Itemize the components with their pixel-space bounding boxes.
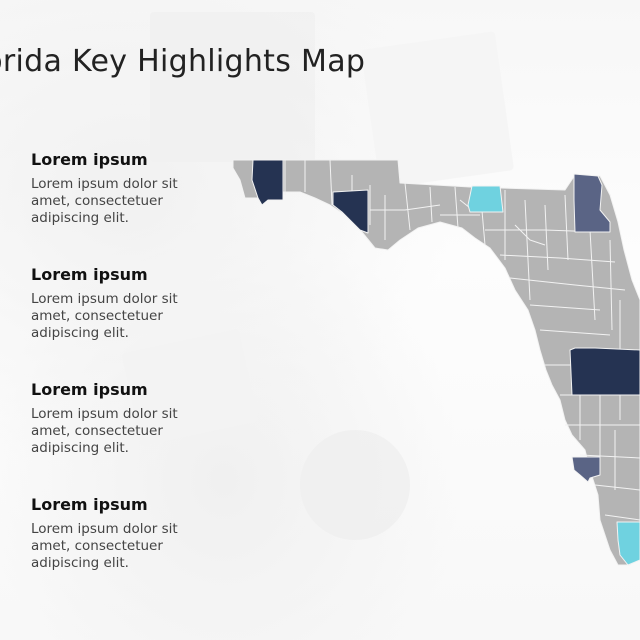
background-laptop-shape xyxy=(150,12,315,162)
florida-state-base xyxy=(232,159,640,566)
florida-map xyxy=(232,159,640,566)
county-highlight-navy-3 xyxy=(569,347,640,396)
highlight-item-2: Lorem ipsum Lorem ipsum dolor sit amet, … xyxy=(31,265,221,342)
county-highlight-navy-1 xyxy=(251,159,284,206)
county-highlight-slate-1 xyxy=(573,173,611,233)
highlight-heading: Lorem ipsum xyxy=(31,265,148,284)
county-highlight-cyan-2 xyxy=(616,521,640,566)
highlight-item-4: Lorem ipsum Lorem ipsum dolor sit amet, … xyxy=(31,495,221,572)
highlight-item-3: Lorem ipsum Lorem ipsum dolor sit amet, … xyxy=(31,380,221,457)
county-highlight-navy-2 xyxy=(332,189,369,234)
highlight-body: Lorem ipsum dolor sit amet, consectetuer… xyxy=(31,406,178,456)
highlight-heading: Lorem ipsum xyxy=(31,495,148,514)
highlight-item-1: Lorem ipsum Lorem ipsum dolor sit amet, … xyxy=(31,150,221,227)
highlight-heading: Lorem ipsum xyxy=(31,380,148,399)
highlight-body: Lorem ipsum dolor sit amet, consectetuer… xyxy=(31,291,178,341)
background-cup-shape xyxy=(300,430,410,540)
county-highlight-slate-2 xyxy=(571,456,601,483)
page-title: Florida Key Highlights Map xyxy=(0,44,366,79)
county-highlight-cyan-1 xyxy=(467,185,504,213)
highlight-body: Lorem ipsum dolor sit amet, consectetuer… xyxy=(31,176,178,226)
highlight-heading: Lorem ipsum xyxy=(31,150,148,169)
highlight-body: Lorem ipsum dolor sit amet, consectetuer… xyxy=(31,521,178,571)
